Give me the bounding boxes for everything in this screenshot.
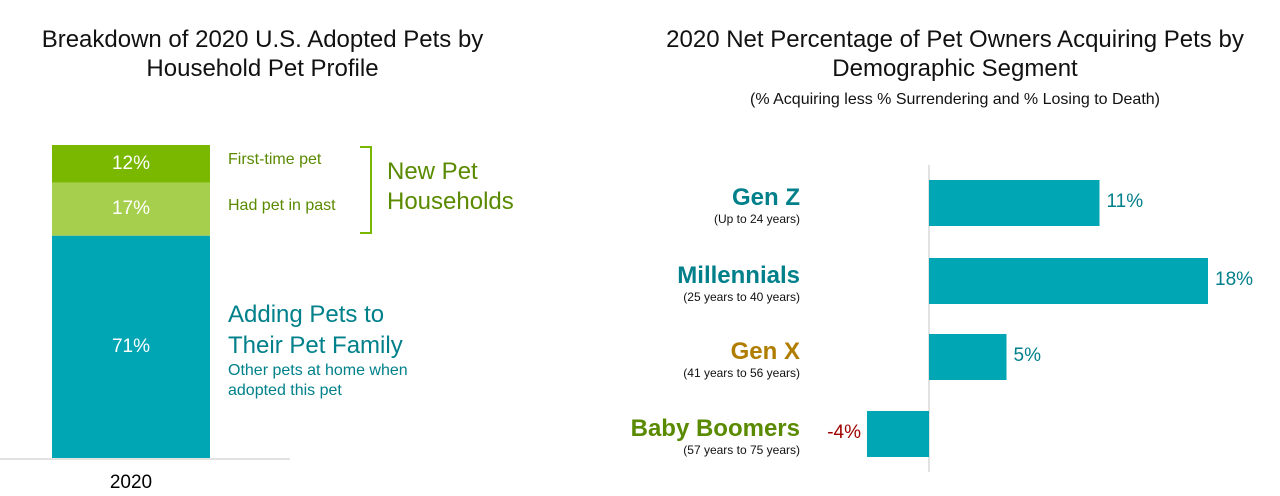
category-name: Millennials	[677, 262, 800, 289]
bar-gen-x	[929, 334, 1007, 380]
bar-segment-had-pet	[52, 182, 210, 236]
new-households-bracket	[360, 146, 372, 234]
bar-baby-boomers	[867, 411, 929, 457]
segment-label-had-pet: 17%	[111, 198, 151, 220]
category-age-range: (41 years to 56 years)	[683, 366, 800, 380]
category-gen-x: Gen X (41 years to 56 years)	[540, 338, 800, 380]
new-pet-households-label: New Pet Households	[387, 158, 514, 215]
bar-gen-z	[929, 180, 1100, 226]
category-gen-z: Gen Z (Up to 24 years)	[540, 184, 800, 226]
bar-millennials	[929, 258, 1208, 304]
legend-had-pet-in-past: Had pet in past	[228, 197, 336, 214]
category-millennials: Millennials (25 years to 40 years)	[540, 262, 800, 304]
bar-segment-first-time	[52, 145, 210, 183]
category-name: Baby Boomers	[630, 415, 800, 442]
right-chart-title: 2020 Net Percentage of Pet Owners Acquir…	[666, 26, 1244, 82]
adding-pets-sub-label: Other pets at home when adopted this pet	[228, 362, 408, 399]
bar-value-label-baby-boomers: -4%	[827, 422, 861, 443]
segment-label-first-time: 12%	[111, 152, 151, 174]
x-tick-2020: 2020	[109, 472, 153, 493]
category-name: Gen Z	[731, 184, 800, 211]
category-age-range: (25 years to 40 years)	[683, 290, 800, 304]
bar-segment-adding-pets	[52, 235, 210, 458]
left-chart-title: Breakdown of 2020 U.S. Adopted Pets by H…	[41, 26, 484, 82]
right-chart-subtitle: (% Acquiring less % Surrendering and % L…	[750, 91, 1160, 108]
bar-value-label-gen-z: 11%	[1106, 191, 1144, 212]
category-age-range: (57 years to 75 years)	[683, 443, 800, 457]
segment-label-adding-pets: 71%	[111, 335, 151, 357]
bar-value-label-millennials: 18%	[1215, 269, 1254, 290]
category-age-range: (Up to 24 years)	[713, 212, 800, 226]
category-name: Gen X	[730, 338, 800, 365]
category-baby-boomers: Baby Boomers (57 years to 75 years)	[540, 415, 800, 457]
legend-first-time-pet: First-time pet	[228, 151, 322, 168]
adding-pets-label: Adding Pets to Their Pet Family	[228, 301, 403, 359]
bar-value-label-gen-x: 5%	[1013, 345, 1041, 366]
